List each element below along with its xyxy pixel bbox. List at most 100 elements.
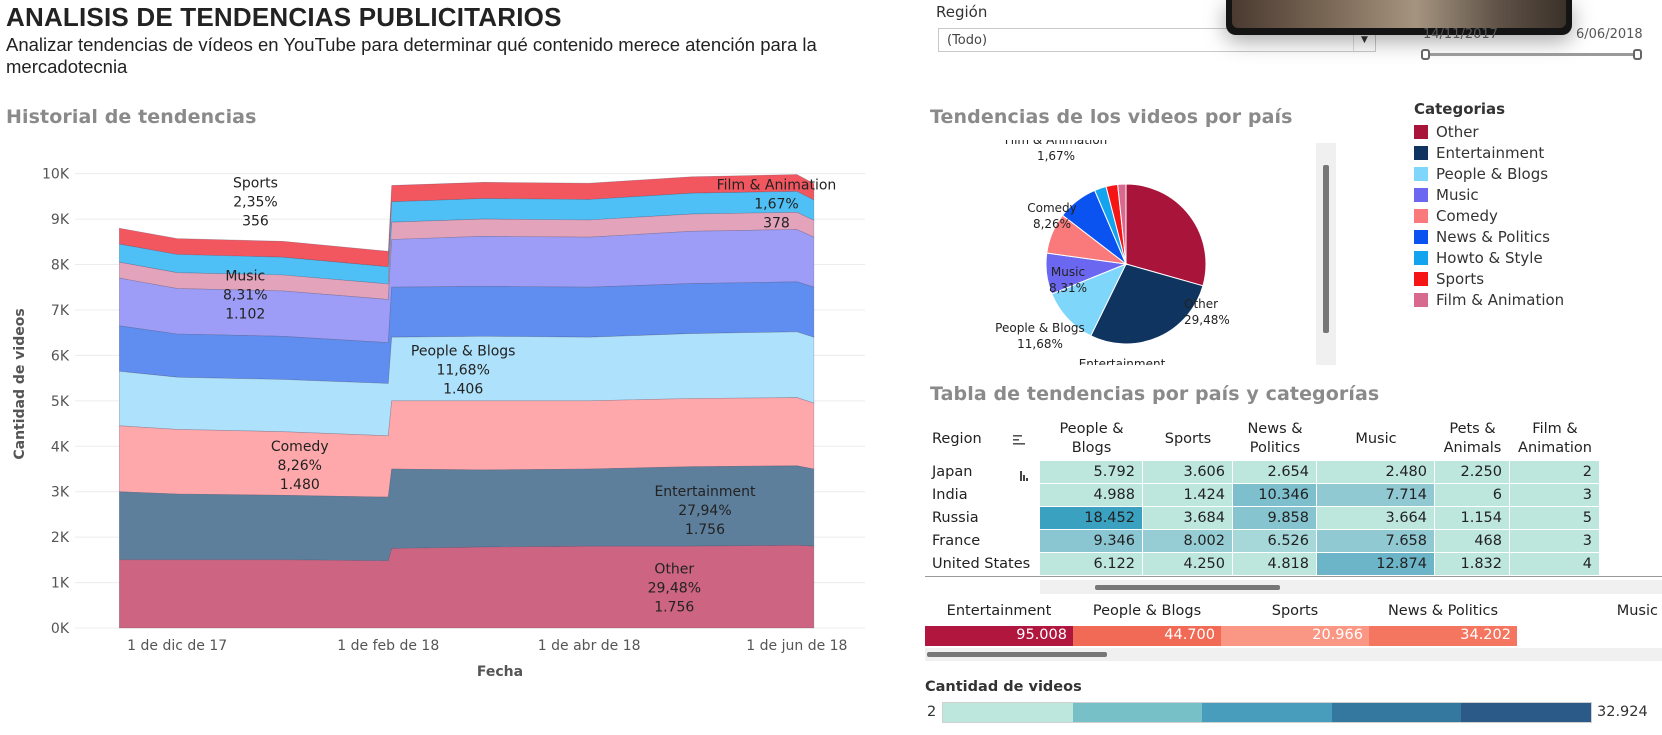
table-scrollbar-thumb[interactable] <box>1095 585 1280 590</box>
table-cell[interactable]: 4.988 <box>1040 484 1143 506</box>
bar-chart-icon[interactable] <box>1020 466 1030 481</box>
table-row[interactable]: Japan 5.792 3.606 2.654 2.480 2.250 2 <box>925 461 1662 484</box>
legend-item-comedy[interactable]: Comedy <box>1414 205 1654 226</box>
legend-item-news-and-politics[interactable]: News & Politics <box>1414 226 1654 247</box>
table-cell[interactable]: 6.526 <box>1233 530 1317 552</box>
table-cell[interactable]: 9.346 <box>1040 530 1143 552</box>
table-cell[interactable]: 1.832 <box>1435 553 1510 575</box>
totals-scrollbar-thumb[interactable] <box>927 652 1107 657</box>
date-start-handle[interactable] <box>1421 49 1430 60</box>
pie-slice-other[interactable] <box>1125 183 1207 287</box>
color-scale-min: 2 <box>927 704 937 720</box>
legend-item-other[interactable]: Other <box>1414 121 1654 142</box>
table-cell[interactable]: 3 <box>1510 484 1600 506</box>
legend-item-film-and-animation[interactable]: Film & Animation <box>1414 289 1654 310</box>
table-cell[interactable]: 3.664 <box>1317 507 1435 529</box>
legend-label: Entertainment <box>1436 143 1545 162</box>
table-cell[interactable]: 7.714 <box>1317 484 1435 506</box>
totals-header-entertainment[interactable]: Entertainment <box>946 603 1052 619</box>
table-scrollbar[interactable] <box>1040 580 1662 594</box>
table-header-pets-and-animals[interactable]: Pets & Animals <box>1443 421 1502 456</box>
history-area-chart[interactable]: 0K 1K 2K 3K 4K 5K 6K 7K 8K 9K 10K 1 de dic de 17 1 d… <box>0 140 920 735</box>
totals-header-music[interactable]: Music <box>1616 603 1658 619</box>
sort-bar <box>1013 435 1022 437</box>
legend-label: Sports <box>1436 269 1485 288</box>
pie-scrollbar-thumb[interactable] <box>1323 165 1329 333</box>
pie-label-other: Other 29,48% <box>1184 297 1230 327</box>
video-overlay[interactable] <box>1226 0 1572 35</box>
trend-table: Region People & Blogs Sports News & Politic… <box>925 418 1662 598</box>
table-row[interactable]: India 4.988 1.424 10.346 7.714 6 3 <box>925 484 1662 507</box>
video-thumbnail <box>1232 0 1566 28</box>
table-header-region[interactable]: Region <box>932 430 982 447</box>
table-cell[interactable]: 7.658 <box>1317 530 1435 552</box>
table-cell[interactable]: 18.452 <box>1040 507 1143 529</box>
totals-cell[interactable]: 34.202 <box>1369 626 1517 646</box>
table-cell[interactable]: 468 <box>1435 530 1510 552</box>
table-row-region: India <box>932 487 968 503</box>
table-cell[interactable]: 2.250 <box>1435 461 1510 483</box>
sort-icon[interactable] <box>1013 435 1027 445</box>
annotation-sports: Sports 2,35% 356 <box>233 175 278 229</box>
legend-item-music[interactable]: Music <box>1414 184 1654 205</box>
pie-scrollbar[interactable] <box>1316 143 1336 365</box>
dropdown-arrow-icon[interactable]: ▼ <box>1353 29 1375 51</box>
annotation-pct: 2,35% <box>233 194 277 210</box>
table-cell[interactable]: 4.250 <box>1143 553 1233 575</box>
pie-slice-entertainment[interactable] <box>1090 263 1204 345</box>
totals-cell[interactable]: 44.700 <box>1073 626 1221 646</box>
totals-cell[interactable]: 95.008 <box>925 626 1073 646</box>
pie-label-name: Film & Animation <box>1005 140 1108 147</box>
legend-swatch <box>1414 250 1428 265</box>
totals-cell[interactable]: 20.966 <box>1221 626 1369 646</box>
table-cell[interactable]: 5 <box>1510 507 1600 529</box>
table-header-film-and-animation[interactable]: Film & Animation <box>1518 421 1592 456</box>
table-cell[interactable]: 3 <box>1510 530 1600 552</box>
annotation-film-and-animation: Film & Animation 1,67% 378 <box>717 178 837 232</box>
table-header-sports[interactable]: Sports <box>1164 430 1212 447</box>
totals-header-people-and-blogs[interactable]: People & Blogs <box>1092 603 1202 619</box>
table-cell[interactable]: 10.346 <box>1233 484 1317 506</box>
table-cell[interactable]: 9.858 <box>1233 507 1317 529</box>
area-other[interactable] <box>119 544 815 629</box>
pie-slice-film-and-animation[interactable] <box>1117 183 1127 265</box>
table-cell[interactable]: 4 <box>1510 553 1600 575</box>
date-range-slider[interactable] <box>1424 53 1640 56</box>
table-row[interactable]: Russia 18.452 3.684 9.858 3.664 1.154 5 <box>925 507 1662 530</box>
legend-item-people-and-blogs[interactable]: People & Blogs <box>1414 163 1654 184</box>
table-cell[interactable]: 6.122 <box>1040 553 1143 575</box>
table-header-people-and-blogs[interactable]: People & Blogs <box>1059 421 1124 456</box>
table-cell[interactable]: 6 <box>1435 484 1510 506</box>
table-header-music[interactable]: Music <box>1355 430 1397 447</box>
pie-label-pct: 8,26% <box>1033 217 1071 231</box>
legend-item-howto-and-style[interactable]: Howto & Style <box>1414 247 1654 268</box>
color-scale-step <box>1202 703 1332 722</box>
table-cell[interactable]: 2.480 <box>1317 461 1435 483</box>
table-cell[interactable]: 12.874 <box>1317 553 1435 575</box>
legend-item-sports[interactable]: Sports <box>1414 268 1654 289</box>
table-cell[interactable]: 1.154 <box>1435 507 1510 529</box>
legend-item-entertainment[interactable]: Entertainment <box>1414 142 1654 163</box>
date-end-handle[interactable] <box>1633 49 1642 60</box>
table-cell[interactable]: 3.684 <box>1143 507 1233 529</box>
table-header-news-and-politics[interactable]: News & Politics <box>1247 421 1303 456</box>
table-cell[interactable]: 2 <box>1510 461 1600 483</box>
legend-swatch <box>1414 145 1428 160</box>
table-cell[interactable]: 4.818 <box>1233 553 1317 575</box>
table-cell[interactable]: 3.606 <box>1143 461 1233 483</box>
table-cell[interactable]: 1.424 <box>1143 484 1233 506</box>
pie-label-music: Music 8,31% <box>1049 265 1087 295</box>
totals-header-sports[interactable]: Sports <box>1271 603 1319 619</box>
table-cell[interactable]: 2.654 <box>1233 461 1317 483</box>
table-cell[interactable]: 5.792 <box>1040 461 1143 483</box>
annotation-pct: 29,48% <box>648 580 701 596</box>
table-section-title: Tabla de tendencias por país y categoría… <box>930 383 1380 405</box>
table-row[interactable]: United States 6.122 4.250 4.818 12.874 1.832 4 <box>925 553 1662 576</box>
table-cell[interactable]: 8.002 <box>1143 530 1233 552</box>
x-tick-label: 1 de jun de 18 <box>746 638 847 654</box>
totals-scrollbar[interactable] <box>925 648 1662 661</box>
table-row[interactable]: France 9.346 8.002 6.526 7.658 468 3 <box>925 530 1662 553</box>
totals-header-news-and-politics[interactable]: News & Politics <box>1387 603 1499 619</box>
